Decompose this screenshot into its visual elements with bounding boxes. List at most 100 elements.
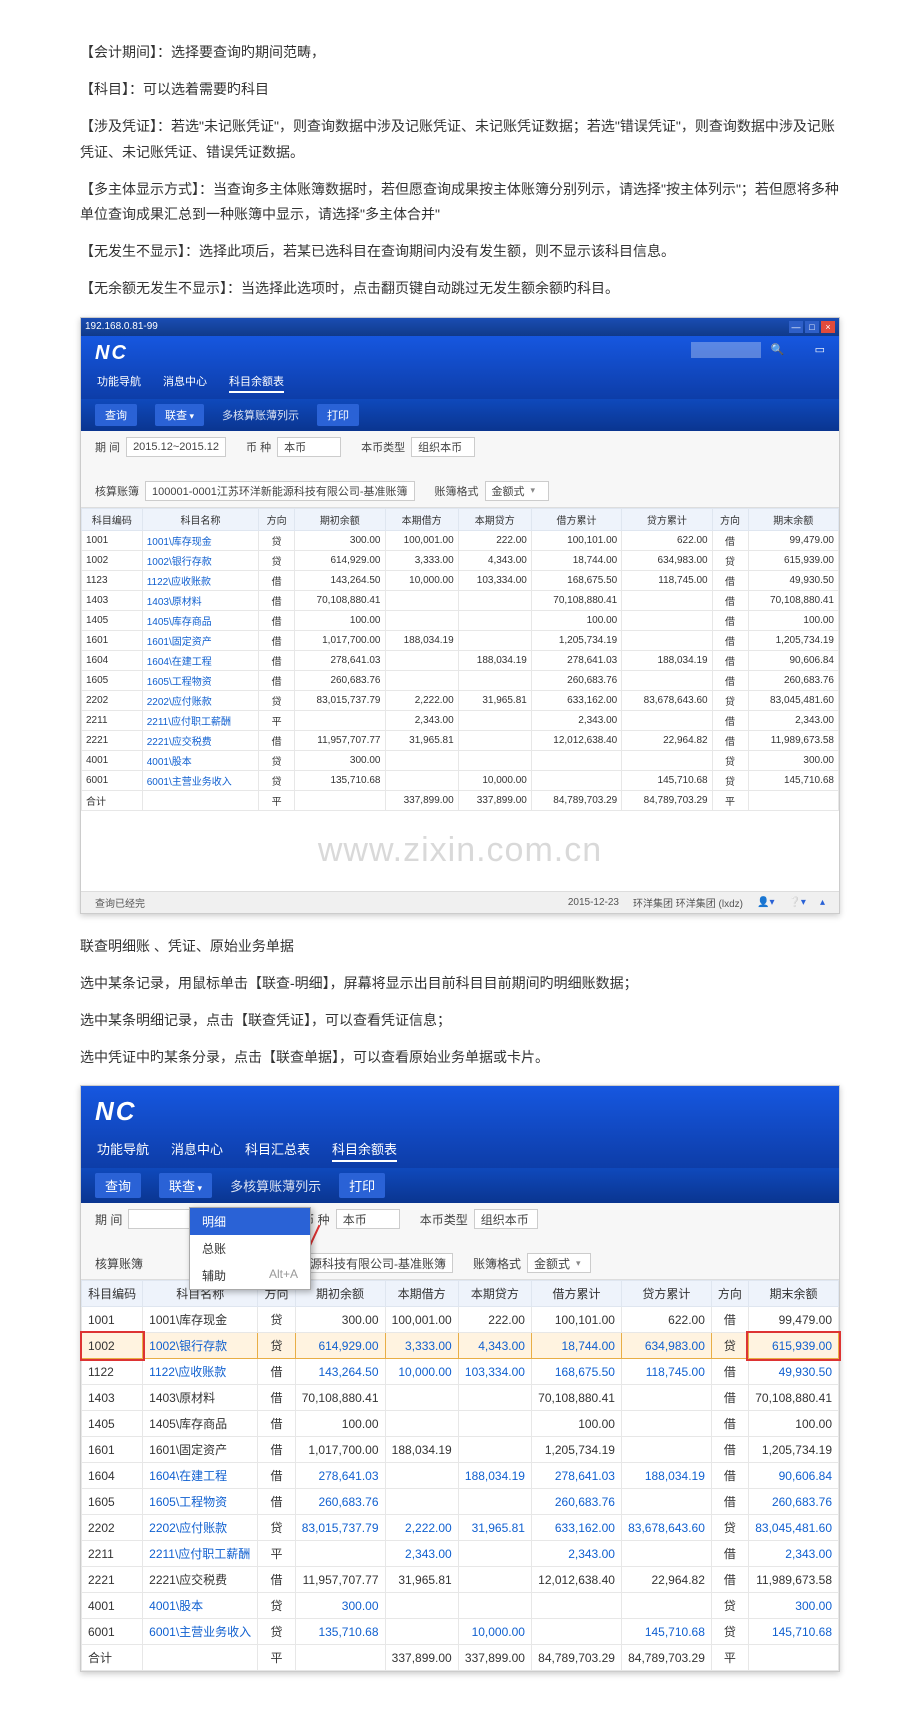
table-row[interactable]: 22112211\应付职工薪酬平2,343.002,343.00借2,343.0… — [82, 1541, 839, 1567]
table-row[interactable]: 14051405\库存商品借100.00100.00借100.00 — [82, 610, 839, 630]
table-row[interactable]: 16011601\固定资产借1,017,700.00188,034.191,20… — [82, 630, 839, 650]
user-icon[interactable]: 👤▾ — [757, 897, 774, 908]
col-header[interactable]: 本期借方 — [385, 508, 458, 530]
up-icon[interactable]: ▴ — [820, 897, 825, 908]
search-input[interactable] — [691, 342, 761, 358]
table-row[interactable]: 11221122\应收账款借143,264.5010,000.00103,334… — [82, 1359, 839, 1385]
currtype-value[interactable]: 组织本币 — [411, 437, 475, 457]
table-cell: 借 — [712, 570, 748, 590]
print-button[interactable]: 打印 — [317, 404, 359, 426]
help-icon[interactable]: ❔▾ — [788, 897, 805, 908]
table-row[interactable]: 60016001\主营业务收入贷135,710.6810,000.00145,7… — [82, 770, 839, 790]
table-row[interactable]: 10021002\银行存款贷614,929.003,333.004,343.00… — [82, 1333, 839, 1359]
fmt-value[interactable]: 金额式 — [485, 481, 549, 501]
table-cell: 2211 — [82, 710, 143, 730]
print-button-2[interactable]: 打印 — [339, 1173, 385, 1198]
col-header[interactable]: 本期贷方 — [458, 1281, 531, 1307]
currtype-value-2[interactable]: 组织本币 — [474, 1209, 538, 1229]
table-cell: 平 — [259, 710, 295, 730]
col-header[interactable]: 方向 — [259, 508, 295, 530]
table-cell: 168,675.50 — [531, 570, 621, 590]
table-cell — [385, 750, 458, 770]
table-row[interactable]: 10021002\银行存款贷614,929.003,333.004,343.00… — [82, 550, 839, 570]
tab-msg[interactable]: 消息中心 — [163, 373, 207, 393]
table-row[interactable]: 14031403\原材料借70,108,880.4170,108,880.41借… — [82, 590, 839, 610]
col-header[interactable]: 本期贷方 — [458, 508, 531, 530]
menu-item-detail[interactable]: 明细 — [190, 1208, 310, 1235]
table-row[interactable]: 22112211\应付职工薪酬平2,343.002,343.00借2,343.0… — [82, 710, 839, 730]
search-icon[interactable]: 🔍 — [771, 343, 785, 356]
linkquery-button[interactable]: 联查 — [155, 404, 204, 426]
table-row[interactable]: 16011601\固定资产借1,017,700.00188,034.191,20… — [82, 1437, 839, 1463]
tab-msg-2[interactable]: 消息中心 — [171, 1139, 223, 1162]
table-cell: 278,641.03 — [531, 650, 621, 670]
col-header[interactable]: 贷方累计 — [622, 508, 712, 530]
table-row[interactable]: 22022202\应付账款贷83,015,737.792,222.0031,96… — [82, 1515, 839, 1541]
period-value[interactable]: 2015.12~2015.12 — [126, 437, 226, 457]
table-cell — [621, 1385, 711, 1411]
table-row[interactable]: 10011001\库存现金贷300.00100,001.00222.00100,… — [82, 1307, 839, 1333]
table-row[interactable]: 22022202\应付账款贷83,015,737.792,222.0031,96… — [82, 690, 839, 710]
table-row[interactable]: 60016001\主营业务收入贷135,710.6810,000.00145,7… — [82, 1619, 839, 1645]
table-cell: 2,343.00 — [385, 1541, 458, 1567]
table-row[interactable]: 40014001\股本贷300.00贷300.00 — [82, 1593, 839, 1619]
table-row[interactable]: 10011001\库存现金贷300.00100,001.00222.00100,… — [82, 530, 839, 550]
col-header[interactable]: 科目名称 — [142, 508, 259, 530]
currency-value-2[interactable]: 本币 — [336, 1209, 400, 1229]
table-row[interactable]: 22212221\应交税费借11,957,707.7731,965.8112,0… — [82, 1567, 839, 1593]
tab-balance-2[interactable]: 科目余额表 — [332, 1139, 397, 1162]
table-cell: 300.00 — [748, 1593, 838, 1619]
fmt-value-2[interactable]: 金额式 — [527, 1253, 591, 1273]
table-row[interactable]: 16041604\在建工程借278,641.03188,034.19278,64… — [82, 1463, 839, 1489]
multibook-text[interactable]: 多核算账薄列示 — [222, 407, 299, 423]
currency-value[interactable]: 本币 — [277, 437, 341, 457]
table-row[interactable]: 40014001\股本贷300.00贷300.00 — [82, 750, 839, 770]
table-cell — [621, 1437, 711, 1463]
menu-item-gl[interactable]: 总账 — [190, 1235, 310, 1262]
col-header[interactable]: 期初余额 — [295, 508, 385, 530]
table-row[interactable]: 11231122\应收账款借143,264.5010,000.00103,334… — [82, 570, 839, 590]
table-cell: 平 — [258, 1645, 295, 1671]
multibook-text-2[interactable]: 多核算账薄列示 — [230, 1176, 321, 1195]
query-button[interactable]: 查询 — [95, 404, 137, 426]
close-button[interactable]: × — [821, 321, 835, 333]
restore-down-icon[interactable]: ▭ — [815, 343, 825, 356]
table-row[interactable]: 合计平337,899.00337,899.0084,789,703.2984,7… — [82, 1645, 839, 1671]
col-header[interactable]: 期末余额 — [748, 508, 838, 530]
col-header[interactable]: 科目编码 — [82, 508, 143, 530]
col-header[interactable]: 借方累计 — [531, 508, 621, 530]
tab-nav-2[interactable]: 功能导航 — [97, 1139, 149, 1162]
query-button-2[interactable]: 查询 — [95, 1173, 141, 1198]
col-header[interactable]: 方向 — [711, 1281, 748, 1307]
table-cell: 278,641.03 — [295, 650, 385, 670]
table-row[interactable]: 16051605\工程物资借260,683.76260,683.76借260,6… — [82, 1489, 839, 1515]
col-header[interactable]: 借方累计 — [531, 1281, 621, 1307]
tab-balance[interactable]: 科目余额表 — [229, 373, 284, 393]
col-header[interactable]: 贷方累计 — [621, 1281, 711, 1307]
table-cell: 1601\固定资产 — [143, 1437, 258, 1463]
table-row[interactable]: 合计平337,899.00337,899.0084,789,703.2984,7… — [82, 790, 839, 810]
book-value[interactable]: 100001-0001江苏环洋新能源科技有限公司-基准账簿 — [145, 481, 415, 501]
linkquery-button-2[interactable]: 联查 — [159, 1173, 212, 1198]
col-header[interactable]: 科目编码 — [82, 1281, 143, 1307]
table-cell: 贷 — [258, 1333, 295, 1359]
table-cell: 1002\银行存款 — [143, 1333, 258, 1359]
table-cell: 1122\应收账款 — [143, 1359, 258, 1385]
col-header[interactable]: 方向 — [712, 508, 748, 530]
col-header[interactable]: 期末余额 — [748, 1281, 838, 1307]
toolbar-2: 查询 联查 多核算账薄列示 打印 — [81, 1168, 839, 1203]
menu-item-aux[interactable]: 辅助Alt+A — [190, 1262, 310, 1289]
tab-nav[interactable]: 功能导航 — [97, 373, 141, 393]
table-cell: 145,710.68 — [748, 770, 838, 790]
col-header[interactable]: 本期借方 — [385, 1281, 458, 1307]
table-row[interactable]: 14031403\原材料借70,108,880.4170,108,880.41借… — [82, 1385, 839, 1411]
table-row[interactable]: 22212221\应交税费借11,957,707.7731,965.8112,0… — [82, 730, 839, 750]
table-cell: 4001\股本 — [142, 750, 259, 770]
minimize-button[interactable]: — — [789, 321, 803, 333]
table-cell: 6001\主营业务收入 — [142, 770, 259, 790]
table-row[interactable]: 14051405\库存商品借100.00100.00借100.00 — [82, 1411, 839, 1437]
table-row[interactable]: 16041604\在建工程借278,641.03188,034.19278,64… — [82, 650, 839, 670]
tab-summary-2[interactable]: 科目汇总表 — [245, 1139, 310, 1162]
table-row[interactable]: 16051605\工程物资借260,683.76260,683.76借260,6… — [82, 670, 839, 690]
maximize-button[interactable]: □ — [805, 321, 819, 333]
